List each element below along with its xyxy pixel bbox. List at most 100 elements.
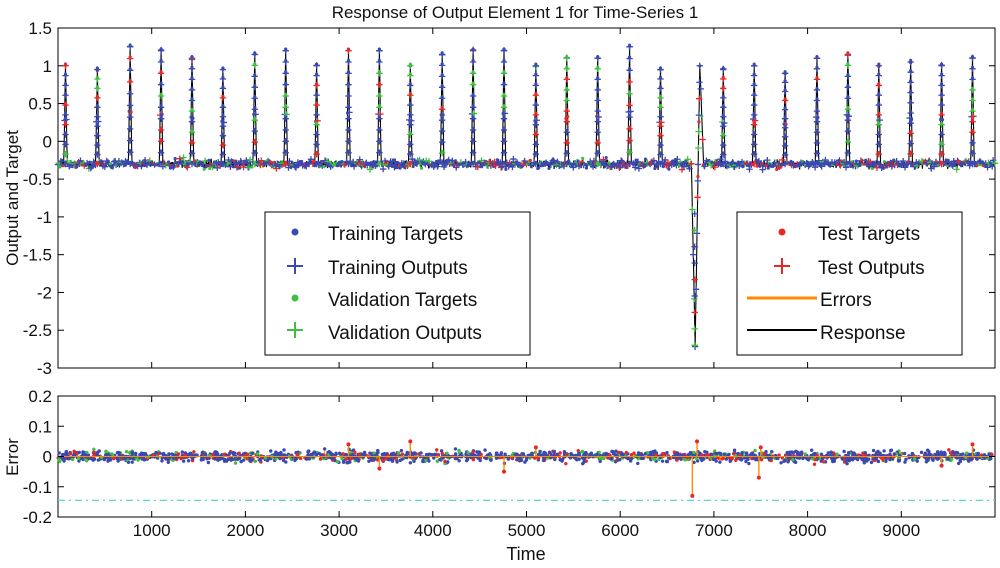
training-target-point (877, 62, 881, 66)
training-target-point (909, 120, 913, 124)
legend-right-box (736, 211, 963, 356)
training-target-point (219, 163, 223, 168)
training-target-point (815, 139, 819, 143)
training-error-point (154, 450, 158, 455)
training-error-point (57, 451, 61, 455)
training-error-point (852, 456, 856, 460)
training-output-point (691, 259, 698, 267)
test-target-point (752, 121, 756, 125)
training-target-point (408, 101, 412, 106)
validation-output-point (695, 144, 702, 152)
validation-target-point (471, 70, 475, 74)
training-error-point (194, 454, 199, 458)
test-target-point (315, 82, 319, 86)
chart-title: Response of Output Element 1 for Time-Se… (332, 3, 699, 22)
training-error-point (389, 452, 394, 456)
test-target-point (159, 138, 163, 142)
validation-output-point (689, 206, 696, 213)
training-output-point (509, 163, 516, 171)
training-error-point (770, 450, 774, 454)
training-target-point (970, 139, 975, 143)
test-target-point (284, 160, 288, 165)
training-error-point (700, 458, 704, 463)
training-target-point (534, 72, 538, 76)
test-target-point (860, 158, 864, 162)
training-error-point (903, 460, 907, 464)
validation-target-point (377, 92, 381, 97)
training-error-point (83, 453, 88, 457)
legend-label-validation-outputs: Validation Outputs (328, 323, 482, 344)
validation-error-point (912, 457, 917, 461)
training-error-point (718, 451, 723, 456)
training-error-point (562, 450, 567, 454)
training-error-point (847, 458, 852, 463)
training-error-point (722, 452, 727, 456)
training-output-point (729, 159, 736, 166)
training-target-point (159, 104, 163, 108)
training-error-point (927, 449, 931, 454)
training-target-point (909, 89, 913, 93)
training-target-point (752, 101, 756, 106)
validation-target-point (58, 165, 62, 169)
test-target-point (528, 158, 532, 162)
training-error-point (362, 450, 367, 455)
training-error-point (611, 452, 616, 456)
validation-target-point (596, 160, 600, 165)
test-target-point (129, 110, 133, 114)
training-error-point (373, 457, 377, 461)
validation-error-point (424, 458, 428, 463)
training-target-point (128, 125, 132, 129)
training-target-point (377, 126, 381, 131)
training-target-point (815, 129, 819, 133)
test-target-point (565, 76, 569, 80)
test-target-point (408, 92, 412, 96)
training-target-point (815, 97, 819, 101)
training-target-point (909, 79, 913, 83)
training-target-point (159, 160, 163, 165)
validation-output-point (180, 154, 187, 161)
training-error-point (81, 452, 85, 456)
training-error-point (319, 453, 324, 457)
training-target-point (946, 158, 950, 162)
training-target-point (63, 131, 68, 135)
test-error-point (780, 456, 785, 460)
training-error-point (924, 460, 929, 464)
test-target-point (440, 106, 444, 110)
training-target-point (627, 55, 632, 59)
training-error-point (107, 456, 111, 460)
validation-target-point (253, 117, 257, 121)
validation-target-point (202, 167, 206, 171)
training-error-point (399, 448, 404, 453)
response-series (54, 43, 999, 350)
response-y-tick-label: -1 (37, 208, 52, 227)
training-output-point (547, 161, 555, 168)
training-target-point (396, 161, 400, 165)
validation-error-point (84, 458, 89, 463)
training-error-point (408, 461, 413, 465)
training-output-point (716, 159, 723, 167)
response-y-tick-label: -2 (37, 283, 52, 302)
training-error-point (871, 448, 876, 453)
training-error-point (427, 459, 431, 463)
training-output-point (811, 164, 819, 171)
training-error-point (130, 460, 134, 464)
training-output-point (170, 163, 177, 171)
training-target-point (377, 149, 381, 153)
validation-error-point (136, 458, 140, 462)
training-target-point (453, 159, 457, 163)
training-error-point (167, 452, 171, 456)
training-output-point (570, 164, 577, 171)
training-target-point (377, 58, 381, 63)
test-output-point (711, 163, 719, 171)
training-target-point (658, 113, 663, 117)
validation-target-point (502, 92, 506, 97)
validation-target-point (253, 160, 257, 165)
training-error-point (269, 449, 273, 453)
test-error-point (856, 453, 861, 457)
training-error-point (703, 450, 707, 454)
training-target-point (284, 126, 288, 131)
training-target-point (95, 132, 99, 136)
training-error-point (171, 456, 176, 460)
training-error-point (515, 457, 519, 462)
validation-target-point (502, 70, 506, 74)
